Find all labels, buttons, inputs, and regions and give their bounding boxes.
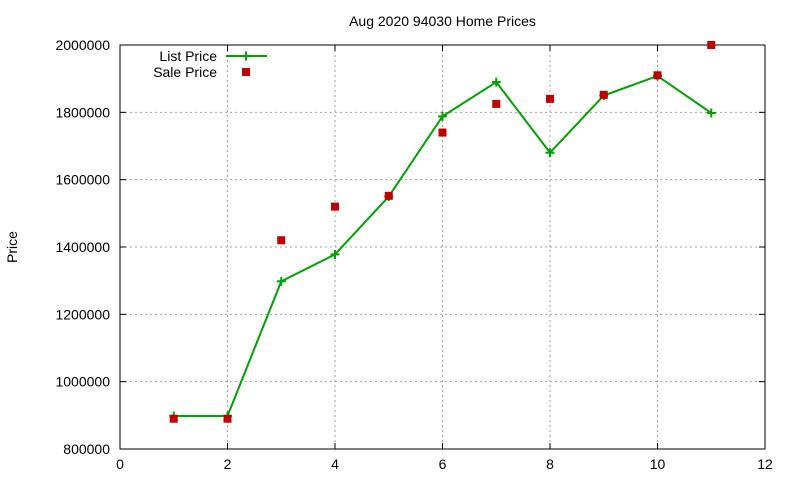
sale-price-point <box>384 191 393 200</box>
sale-price-point <box>546 94 554 103</box>
list-price-point <box>545 148 555 158</box>
y-tick-label: 1000000 <box>55 374 110 390</box>
y-axis-label: Price <box>4 231 20 263</box>
sale-price-point <box>599 90 608 99</box>
chart-title: Aug 2020 94030 Home Prices <box>349 13 536 29</box>
x-tick-label: 0 <box>116 456 124 472</box>
axes: 800000 1000000 1200000 1400000 1600000 180000… <box>55 37 773 472</box>
sale-price-point <box>169 414 178 423</box>
sale-price-point <box>438 128 447 137</box>
sale-price-point <box>707 41 716 49</box>
legend-label: List Price <box>159 48 217 64</box>
sale-price-point <box>277 236 286 245</box>
list-price-point <box>330 249 340 259</box>
series-1 <box>169 41 716 423</box>
sale-price-point <box>492 99 501 108</box>
sale-price-point <box>331 202 339 211</box>
list-price-point <box>491 77 501 87</box>
legend-plus-marker <box>241 51 251 61</box>
x-tick-label: 6 <box>439 456 447 472</box>
sale-price-point <box>223 414 232 423</box>
y-tick-label: 800000 <box>63 441 110 457</box>
grid-lines <box>120 45 765 449</box>
y-tick-label: 1800000 <box>55 104 110 120</box>
legend-square-marker <box>242 68 250 76</box>
list-price-point <box>706 108 716 118</box>
x-tick-label: 12 <box>757 456 773 472</box>
x-tick-label: 4 <box>331 456 339 472</box>
legend-label: Sale Price <box>153 64 217 80</box>
list-price-point <box>276 276 286 286</box>
series <box>169 41 716 423</box>
x-tick-label: 10 <box>650 456 666 472</box>
sale-price-point <box>653 71 662 80</box>
list-price-point <box>438 111 447 121</box>
y-tick-label: 1200000 <box>55 306 110 322</box>
y-tick-label: 2000000 <box>55 37 110 53</box>
y-tick-label: 1600000 <box>55 172 110 188</box>
y-tick-label: 1400000 <box>55 239 110 255</box>
x-tick-label: 8 <box>546 456 554 472</box>
x-tick-label: 2 <box>224 456 232 472</box>
